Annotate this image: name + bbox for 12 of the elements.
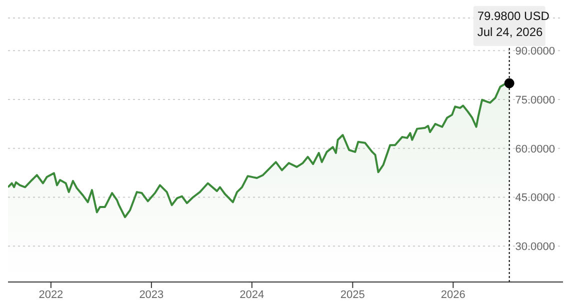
x-tick-label: 2023: [139, 288, 164, 301]
y-tick-label: 90.0000: [515, 46, 555, 58]
annotation: Jul 24, 2026: [477, 25, 544, 39]
y-tick-label: 45.0000: [515, 192, 555, 204]
x-tick-label: 2026: [440, 288, 466, 301]
y-tick-label: 75.0000: [515, 94, 555, 106]
x-tick-label: 2025: [340, 288, 365, 301]
x-tick-label: 2022: [38, 288, 64, 301]
y-tick-label: 30.0000: [515, 241, 555, 254]
y-tick-label: 60.0000: [515, 143, 555, 156]
x-tick-label: 2024: [240, 288, 264, 301]
annotation: 79.9800 USD: [477, 9, 550, 23]
